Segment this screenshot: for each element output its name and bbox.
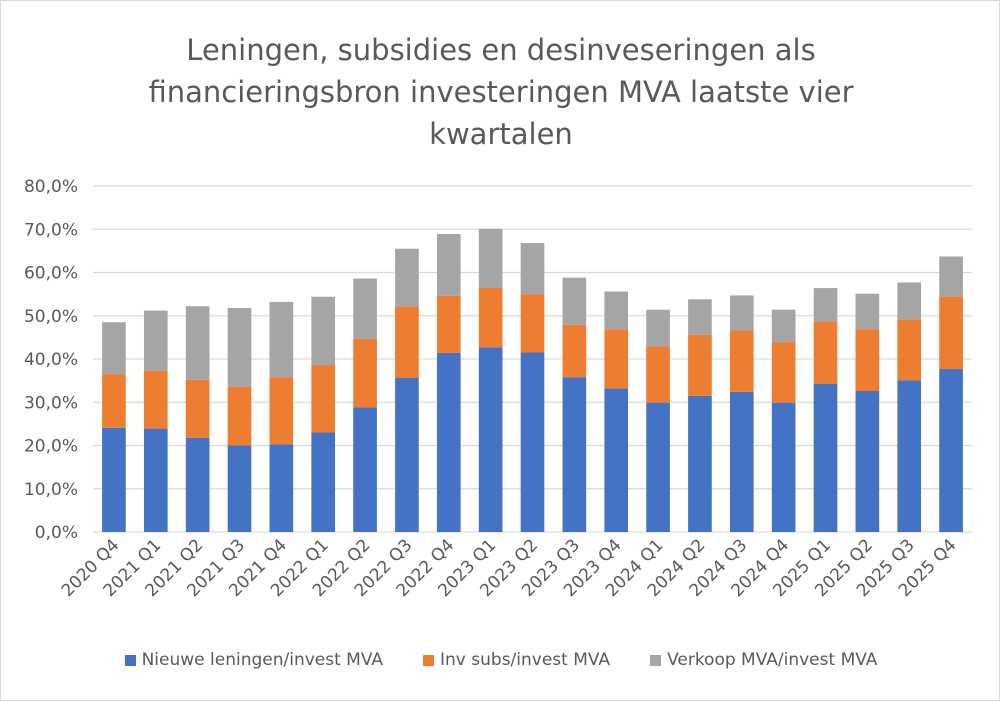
bar-segment-subs <box>562 324 587 378</box>
bar-segment-verkoop <box>143 310 168 371</box>
bar-segment-subs <box>436 295 461 353</box>
bar-segment-leningen <box>604 388 629 532</box>
legend: Nieuwe leningen/invest MVA Inv subs/inve… <box>1 650 1000 670</box>
chart-title-line-2: financieringsbron investeringen MVA laat… <box>148 75 854 109</box>
bar-segment-verkoop <box>478 228 503 288</box>
bar-segment-leningen <box>771 402 796 532</box>
bar-segment-subs <box>855 329 880 392</box>
bar-segment-verkoop <box>646 309 670 347</box>
legend-swatch-orange <box>423 654 435 666</box>
bar-segment-leningen <box>227 445 252 532</box>
bar-segment-leningen <box>478 347 503 532</box>
bar-segment-leningen <box>897 380 922 532</box>
chart-title-line-1: Leningen, subsidies en desinveseringen a… <box>186 33 816 67</box>
bar-segment-verkoop <box>897 282 922 320</box>
y-tick-label: 0,0% <box>35 523 78 543</box>
bar-segment-leningen <box>185 437 210 532</box>
bar-segment-verkoop <box>855 293 880 330</box>
bar-segment-leningen <box>729 391 754 532</box>
bar-segment-subs <box>269 377 294 445</box>
bar-segment-subs <box>227 386 252 446</box>
bar-segment-leningen <box>311 432 336 532</box>
bar-segment-leningen <box>855 391 880 532</box>
bar-segment-subs <box>353 338 377 408</box>
bar-segment-subs <box>939 296 963 369</box>
bar-segment-verkoop <box>436 234 461 296</box>
bar-segment-verkoop <box>688 299 712 335</box>
legend-item-nieuwe-leningen: Nieuwe leningen/invest MVA <box>124 650 384 670</box>
bar-segment-verkoop <box>311 296 336 366</box>
bar-segment-verkoop <box>604 291 629 330</box>
bar-segment-verkoop <box>227 307 252 387</box>
legend-swatch-gray <box>650 654 662 666</box>
bar-segment-subs <box>185 379 210 438</box>
y-tick-label: 70,0% <box>24 220 78 240</box>
bar-segment-leningen <box>688 395 712 532</box>
y-axis-ticks: 0,0% 10,0% 20,0% 30,0% 40,0% 50,0% 60,0% 70,0% 8… <box>24 177 78 543</box>
chart-title-line-3: kwartalen <box>429 117 573 151</box>
bar-segment-verkoop <box>939 256 963 297</box>
bar-segment-verkoop <box>269 301 294 378</box>
bar-segment-subs <box>646 346 670 403</box>
y-tick-label: 10,0% <box>24 480 78 500</box>
legend-item-verkoop: Verkoop MVA/invest MVA <box>650 650 877 670</box>
bar-segment-subs <box>395 306 419 379</box>
legend-label: Verkoop MVA/invest MVA <box>667 650 878 670</box>
bar-segment-subs <box>604 329 629 389</box>
bar-segment-subs <box>771 342 796 403</box>
y-tick-label: 20,0% <box>24 437 78 457</box>
legend-label: Nieuwe leningen/invest MVA <box>141 650 384 670</box>
bar-segment-leningen <box>102 427 126 532</box>
bar-segment-subs <box>478 287 503 348</box>
bar-segment-leningen <box>562 377 587 532</box>
bar-segment-subs <box>897 319 922 381</box>
bar-segment-verkoop <box>729 295 754 331</box>
bar-segment-leningen <box>813 383 838 532</box>
y-tick-label: 80,0% <box>24 177 78 197</box>
chart-title: Leningen, subsidies en desinveseringen a… <box>101 29 901 155</box>
bar-segment-verkoop <box>353 278 377 339</box>
bar-segment-verkoop <box>813 288 838 322</box>
bar-segment-verkoop <box>185 306 210 380</box>
bar-segment-leningen <box>353 407 377 532</box>
bars <box>102 228 963 532</box>
bar-segment-leningen <box>939 368 963 532</box>
y-tick-label: 50,0% <box>24 307 78 327</box>
legend-item-inv-subs: Inv subs/invest MVA <box>423 650 610 670</box>
bar-segment-leningen <box>269 444 294 532</box>
bar-segment-verkoop <box>771 309 796 343</box>
legend-label: Inv subs/invest MVA <box>440 650 611 670</box>
bar-segment-leningen <box>520 352 545 532</box>
bar-segment-leningen <box>646 402 670 532</box>
bar-segment-verkoop <box>102 322 126 375</box>
bar-segment-subs <box>311 365 336 433</box>
bar-segment-verkoop <box>395 248 419 307</box>
bar-segment-verkoop <box>520 243 545 295</box>
bar-segment-subs <box>688 334 712 396</box>
y-tick-label: 40,0% <box>24 350 78 370</box>
bar-segment-subs <box>102 374 126 428</box>
bar-segment-subs <box>520 294 545 353</box>
bar-segment-leningen <box>436 352 461 532</box>
bar-segment-leningen <box>395 378 419 532</box>
y-tick-label: 30,0% <box>24 393 78 413</box>
bar-segment-subs <box>729 330 754 392</box>
bar-segment-subs <box>143 370 168 429</box>
bar-segment-subs <box>813 321 838 384</box>
bar-segment-verkoop <box>562 277 587 325</box>
y-tick-label: 60,0% <box>24 264 78 284</box>
bar-segment-leningen <box>143 428 168 532</box>
legend-swatch-blue <box>124 654 136 666</box>
